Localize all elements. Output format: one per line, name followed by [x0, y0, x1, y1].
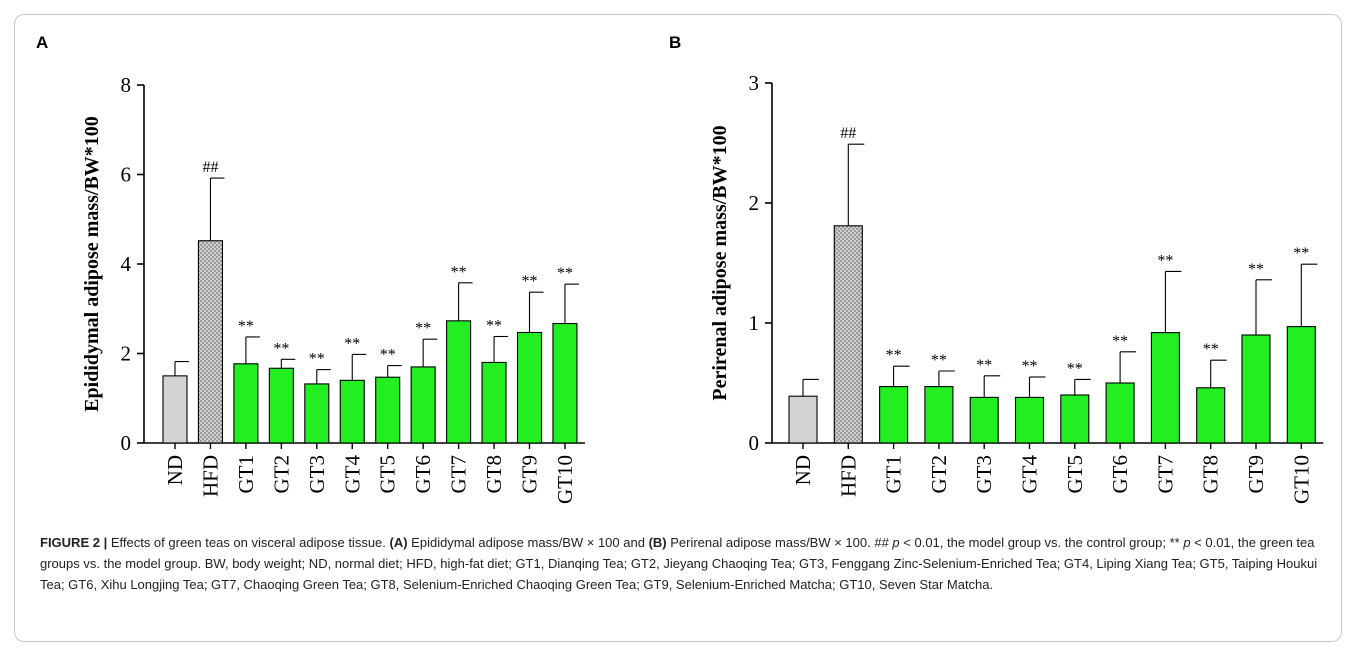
chart-panel-b: 0 1 2 3 Perirenal adipose mass/BW*100 ND ## HFD… — [709, 71, 1324, 504]
caption-p-symbol: p — [1183, 535, 1191, 550]
x-category-label: GT10 — [553, 455, 577, 504]
bar — [233, 363, 259, 444]
x-category-label: GT8 — [1199, 455, 1223, 494]
significance-label: ** — [931, 352, 947, 369]
significance-label: ** — [1067, 360, 1083, 377]
x-category-label: GT2 — [927, 455, 951, 494]
panel-letter-a: A — [36, 33, 48, 52]
y-tick-label: 2 — [749, 191, 760, 215]
x-category-label: GT1 — [882, 455, 906, 494]
significance-label: ** — [1112, 333, 1128, 350]
panel-letter-b: B — [669, 33, 681, 52]
significance-label: ## — [202, 159, 218, 176]
x-category-label: GT3 — [305, 455, 329, 494]
bar — [1014, 396, 1045, 444]
bar — [1150, 332, 1180, 444]
x-category-label: GT4 — [340, 455, 364, 494]
y-tick-label: 8 — [121, 73, 132, 97]
bar — [481, 361, 507, 444]
bar — [552, 322, 578, 444]
significance-label: ** — [309, 351, 325, 368]
bar — [1286, 326, 1316, 444]
y-tick-label: 3 — [749, 71, 760, 95]
bar — [1105, 382, 1135, 444]
significance-label: ** — [557, 265, 573, 282]
bar — [162, 375, 188, 444]
significance-label: ** — [1157, 252, 1173, 269]
figure-caption: FIGURE 2 | Effects of green teas on visc… — [40, 532, 1320, 595]
caption-text-3: Perirenal adipose mass/BW × 100. ## — [666, 535, 893, 550]
bar — [833, 225, 863, 444]
significance-label: ** — [1248, 261, 1264, 278]
significance-label: ** — [344, 335, 360, 352]
x-category-label: GT4 — [1018, 455, 1042, 494]
y-tick-label: 2 — [121, 342, 132, 366]
figure-charts: A B 0 2 4 6 8 Epididymal adipose mass/BW*100 N… — [36, 33, 1324, 504]
x-category-label: GT5 — [1063, 455, 1087, 494]
bar — [788, 395, 818, 444]
significance-label: ** — [415, 320, 431, 337]
significance-label: ** — [1203, 341, 1219, 358]
caption-ref-b: (B) — [648, 535, 667, 550]
significance-label: ** — [976, 357, 992, 374]
significance-label: ** — [238, 318, 254, 335]
significance-label: ** — [380, 347, 396, 364]
caption-text-1: Effects of green teas on visceral adipos… — [107, 535, 390, 550]
caption-label: FIGURE 2 | — [40, 535, 108, 550]
bar — [375, 376, 401, 444]
significance-label: ** — [886, 347, 902, 364]
significance-label: ** — [273, 340, 289, 357]
x-category-label: GT3 — [972, 455, 996, 494]
caption-ref-a: (A) — [389, 535, 408, 550]
x-category-label: ND — [791, 455, 815, 485]
significance-label: ** — [486, 317, 502, 334]
x-category-label: GT8 — [482, 455, 506, 494]
x-category-label: GT10 — [1289, 455, 1313, 504]
x-category-label: GT5 — [376, 455, 400, 494]
chart-panel-a: 0 2 4 6 8 Epididymal adipose mass/BW*100 ND ## H… — [81, 73, 585, 504]
caption-text-5: < 0.01, the green tea groups vs. the mod… — [40, 535, 1318, 592]
significance-label: ** — [522, 273, 538, 290]
bar — [969, 396, 999, 444]
y-tick-label: 6 — [121, 163, 132, 187]
significance-label: ** — [451, 264, 467, 281]
bar — [516, 331, 543, 444]
x-category-label: GT6 — [411, 455, 435, 494]
x-category-label: GT6 — [1108, 455, 1132, 494]
x-category-label: GT7 — [1153, 455, 1177, 494]
bar — [1241, 334, 1271, 444]
figure-frame — [14, 14, 1342, 642]
x-category-label: ND — [163, 455, 187, 485]
caption-p-symbol: p — [892, 535, 900, 550]
bar — [879, 386, 909, 444]
y-tick-label: 1 — [749, 311, 760, 335]
y-tick-label: 0 — [749, 431, 760, 455]
bar — [304, 383, 330, 444]
x-category-label: GT2 — [269, 455, 293, 494]
bar — [924, 386, 954, 444]
bar — [1060, 394, 1090, 444]
x-category-label: GT9 — [518, 455, 542, 494]
significance-label: ** — [1293, 245, 1309, 262]
bar — [446, 320, 472, 444]
caption-text-4: < 0.01, the model group vs. the control … — [899, 535, 1184, 550]
x-category-label: GT1 — [234, 455, 258, 494]
bar — [339, 379, 365, 444]
x-category-label: HFD — [198, 455, 222, 497]
caption-text-2: Epididymal adipose mass/BW × 100 and — [407, 535, 649, 550]
y-axis-title: Perirenal adipose mass/BW*100 — [709, 125, 731, 400]
bar — [197, 240, 223, 444]
y-tick-label: 0 — [121, 431, 132, 455]
y-tick-label: 4 — [121, 252, 132, 276]
x-category-label: GT9 — [1244, 455, 1268, 494]
bar — [268, 367, 294, 444]
x-category-label: GT7 — [447, 455, 471, 494]
x-category-label: HFD — [836, 455, 860, 497]
y-axis-title: Epididymal adipose mass/BW*100 — [81, 116, 103, 412]
significance-label: ** — [1022, 358, 1038, 375]
bar — [1196, 387, 1226, 444]
bar — [410, 366, 436, 444]
significance-label: ## — [840, 125, 856, 142]
